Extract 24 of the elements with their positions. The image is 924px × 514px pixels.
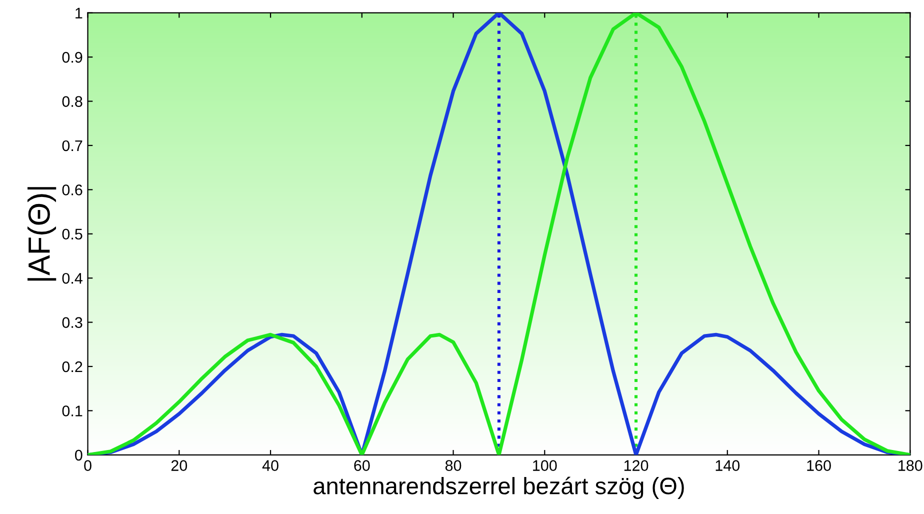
- line-series: [88, 12, 910, 455]
- y-tick-label: 0.2: [62, 361, 82, 372]
- y-tick-label: 0.6: [62, 184, 82, 196]
- y-tick-label: 0.8: [62, 96, 82, 107]
- x-tick-label: 0: [84, 460, 92, 471]
- y-axis-title: |AF(Θ)|: [28, 187, 56, 281]
- x-tick-label: 180: [898, 460, 922, 471]
- y-tick-label: 0.5: [62, 228, 82, 240]
- y-tick-label: 0.9: [62, 52, 82, 63]
- x-tick-label: 120: [624, 460, 648, 471]
- x-tick-label: 100: [533, 460, 557, 471]
- y-tick-label: 0.7: [62, 140, 82, 152]
- x-tick-label: 140: [716, 460, 740, 471]
- x-tick-label: 160: [807, 460, 831, 471]
- x-tick-label: 80: [445, 460, 462, 471]
- y-tick-label: 0: [75, 450, 82, 461]
- x-tick-label: 40: [262, 460, 278, 471]
- y-tick-label: 1: [76, 8, 82, 18]
- x-axis-title: antennarendszerrel bezárt szög (Θ): [314, 476, 684, 500]
- y-tick-label: 0.3: [62, 317, 82, 328]
- y-tick-label: 0.1: [62, 406, 82, 416]
- x-tick-label: 60: [354, 460, 370, 471]
- x-tick-label: 20: [171, 460, 188, 471]
- y-tick-label: 0.4: [62, 272, 82, 284]
